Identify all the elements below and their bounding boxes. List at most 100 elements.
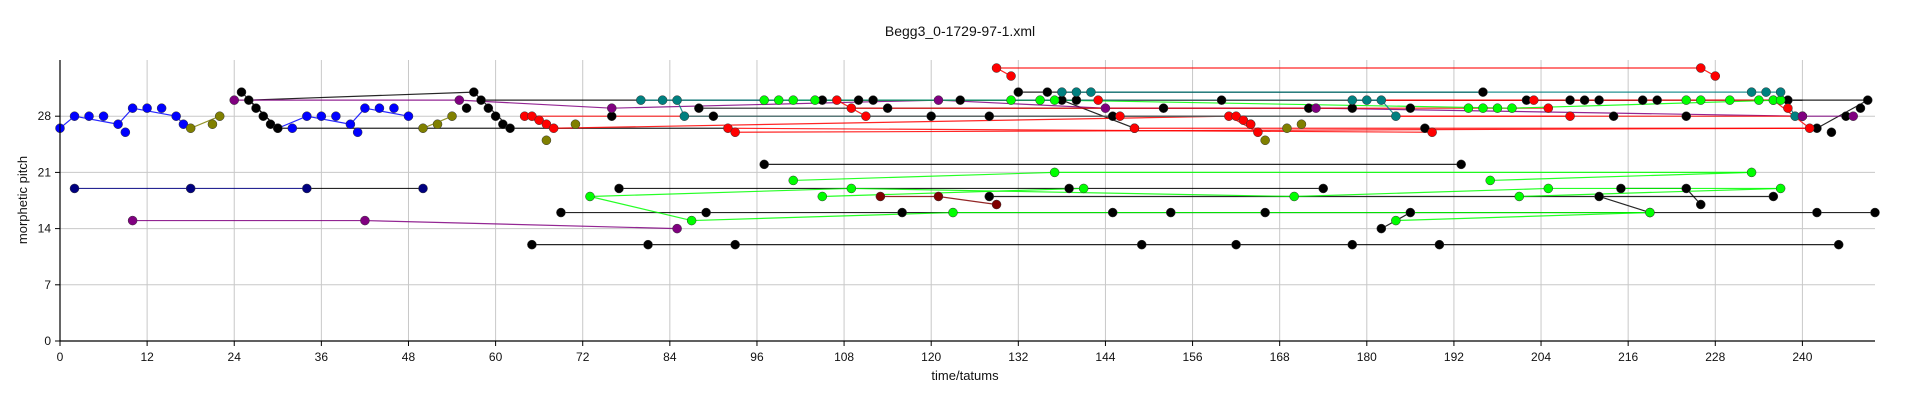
data-point (1427, 127, 1437, 138)
data-point (636, 95, 646, 105)
x-tick-label: 156 (1183, 350, 1203, 364)
data-point (788, 95, 799, 105)
data-point (1746, 167, 1757, 178)
data-point (142, 103, 152, 113)
x-tick-label: 132 (1008, 350, 1028, 364)
data-point (1231, 111, 1241, 121)
data-point (1013, 87, 1024, 97)
link-line (364, 107, 409, 117)
link-line (277, 115, 308, 129)
data-point (897, 207, 907, 218)
data-point (1391, 111, 1401, 121)
data-point (476, 95, 486, 105)
data-point (846, 183, 857, 194)
data-point (120, 127, 131, 138)
data-point (991, 63, 1002, 73)
data-point (185, 123, 196, 133)
data-point (868, 95, 878, 105)
data-point (374, 103, 385, 113)
x-tick-label: 228 (1705, 350, 1725, 364)
link-line (1061, 99, 1135, 129)
data-point (1565, 111, 1575, 121)
data-point (127, 215, 138, 226)
data-point (955, 95, 965, 105)
data-point (447, 111, 457, 121)
x-tick-label: 96 (750, 350, 764, 364)
link-line (1598, 195, 1651, 214)
x-axis-label: time/tatums (931, 368, 999, 383)
x-tick-label: 12 (140, 350, 154, 364)
data-point (991, 199, 1002, 210)
x-tick-label: 120 (921, 350, 941, 364)
data-point (69, 111, 80, 121)
y-axis-label: morphetic pitch (15, 156, 30, 244)
data-point (1086, 87, 1096, 97)
data-point (1608, 111, 1619, 121)
data-point (1783, 103, 1793, 113)
data-point (1855, 103, 1866, 113)
data-point (490, 111, 501, 121)
data-point (1543, 103, 1554, 113)
data-points (55, 63, 1880, 250)
data-point (1347, 95, 1358, 105)
data-point (933, 191, 944, 202)
x-tick-labels: 0 12 24 36 48 60 72 84 96 108 120 132 144 156 168 180 19… (57, 341, 1813, 364)
data-point (1391, 215, 1401, 226)
link-line (938, 99, 1106, 109)
data-point (1420, 123, 1430, 133)
data-point (1594, 191, 1604, 202)
link-line (793, 171, 1055, 182)
link-line (589, 195, 692, 222)
x-tick-label: 60 (489, 350, 503, 364)
data-point (832, 95, 842, 105)
link-line (1395, 211, 1650, 222)
data-point (113, 119, 123, 129)
data-point (1761, 87, 1771, 97)
data-point (1492, 103, 1503, 113)
data-point (1775, 95, 1786, 105)
data-point (1347, 103, 1358, 113)
link-line (938, 195, 997, 206)
data-point (469, 87, 479, 97)
data-point (207, 119, 218, 129)
data-point (527, 111, 537, 121)
x-tick-label: 84 (663, 350, 677, 364)
data-point (1376, 95, 1387, 105)
data-point (1376, 223, 1387, 234)
data-point (1166, 207, 1176, 218)
data-point (1754, 95, 1764, 105)
data-point (1507, 103, 1517, 113)
link-line (851, 187, 1295, 198)
data-point (1231, 239, 1241, 250)
data-point (418, 183, 428, 194)
y-tick-label: 21 (38, 165, 52, 179)
data-point (229, 95, 239, 105)
data-point (730, 239, 740, 250)
data-point (759, 95, 769, 105)
data-point (302, 183, 312, 194)
x-tick-label: 168 (1270, 350, 1290, 364)
data-point (1812, 207, 1822, 218)
data-point (810, 95, 820, 105)
data-point (1311, 103, 1321, 113)
data-point (345, 119, 356, 129)
data-point (403, 111, 414, 121)
link-line (364, 219, 678, 230)
x-tick-label: 0 (57, 350, 64, 364)
data-point (360, 215, 370, 226)
data-point (1797, 111, 1808, 121)
x-tick-label: 72 (576, 350, 590, 364)
data-point (389, 103, 399, 113)
data-point (1071, 95, 1082, 105)
data-point (352, 127, 363, 138)
data-point (1775, 183, 1786, 194)
data-point (534, 115, 544, 125)
data-point (1543, 183, 1554, 194)
data-point (1245, 119, 1256, 129)
data-point (1652, 95, 1662, 105)
y-tick-labels: 0 7 14 21 28 (38, 109, 60, 348)
data-point (1681, 111, 1691, 121)
data-point (1078, 183, 1089, 194)
data-point (1289, 191, 1299, 202)
axes (59, 60, 1875, 342)
